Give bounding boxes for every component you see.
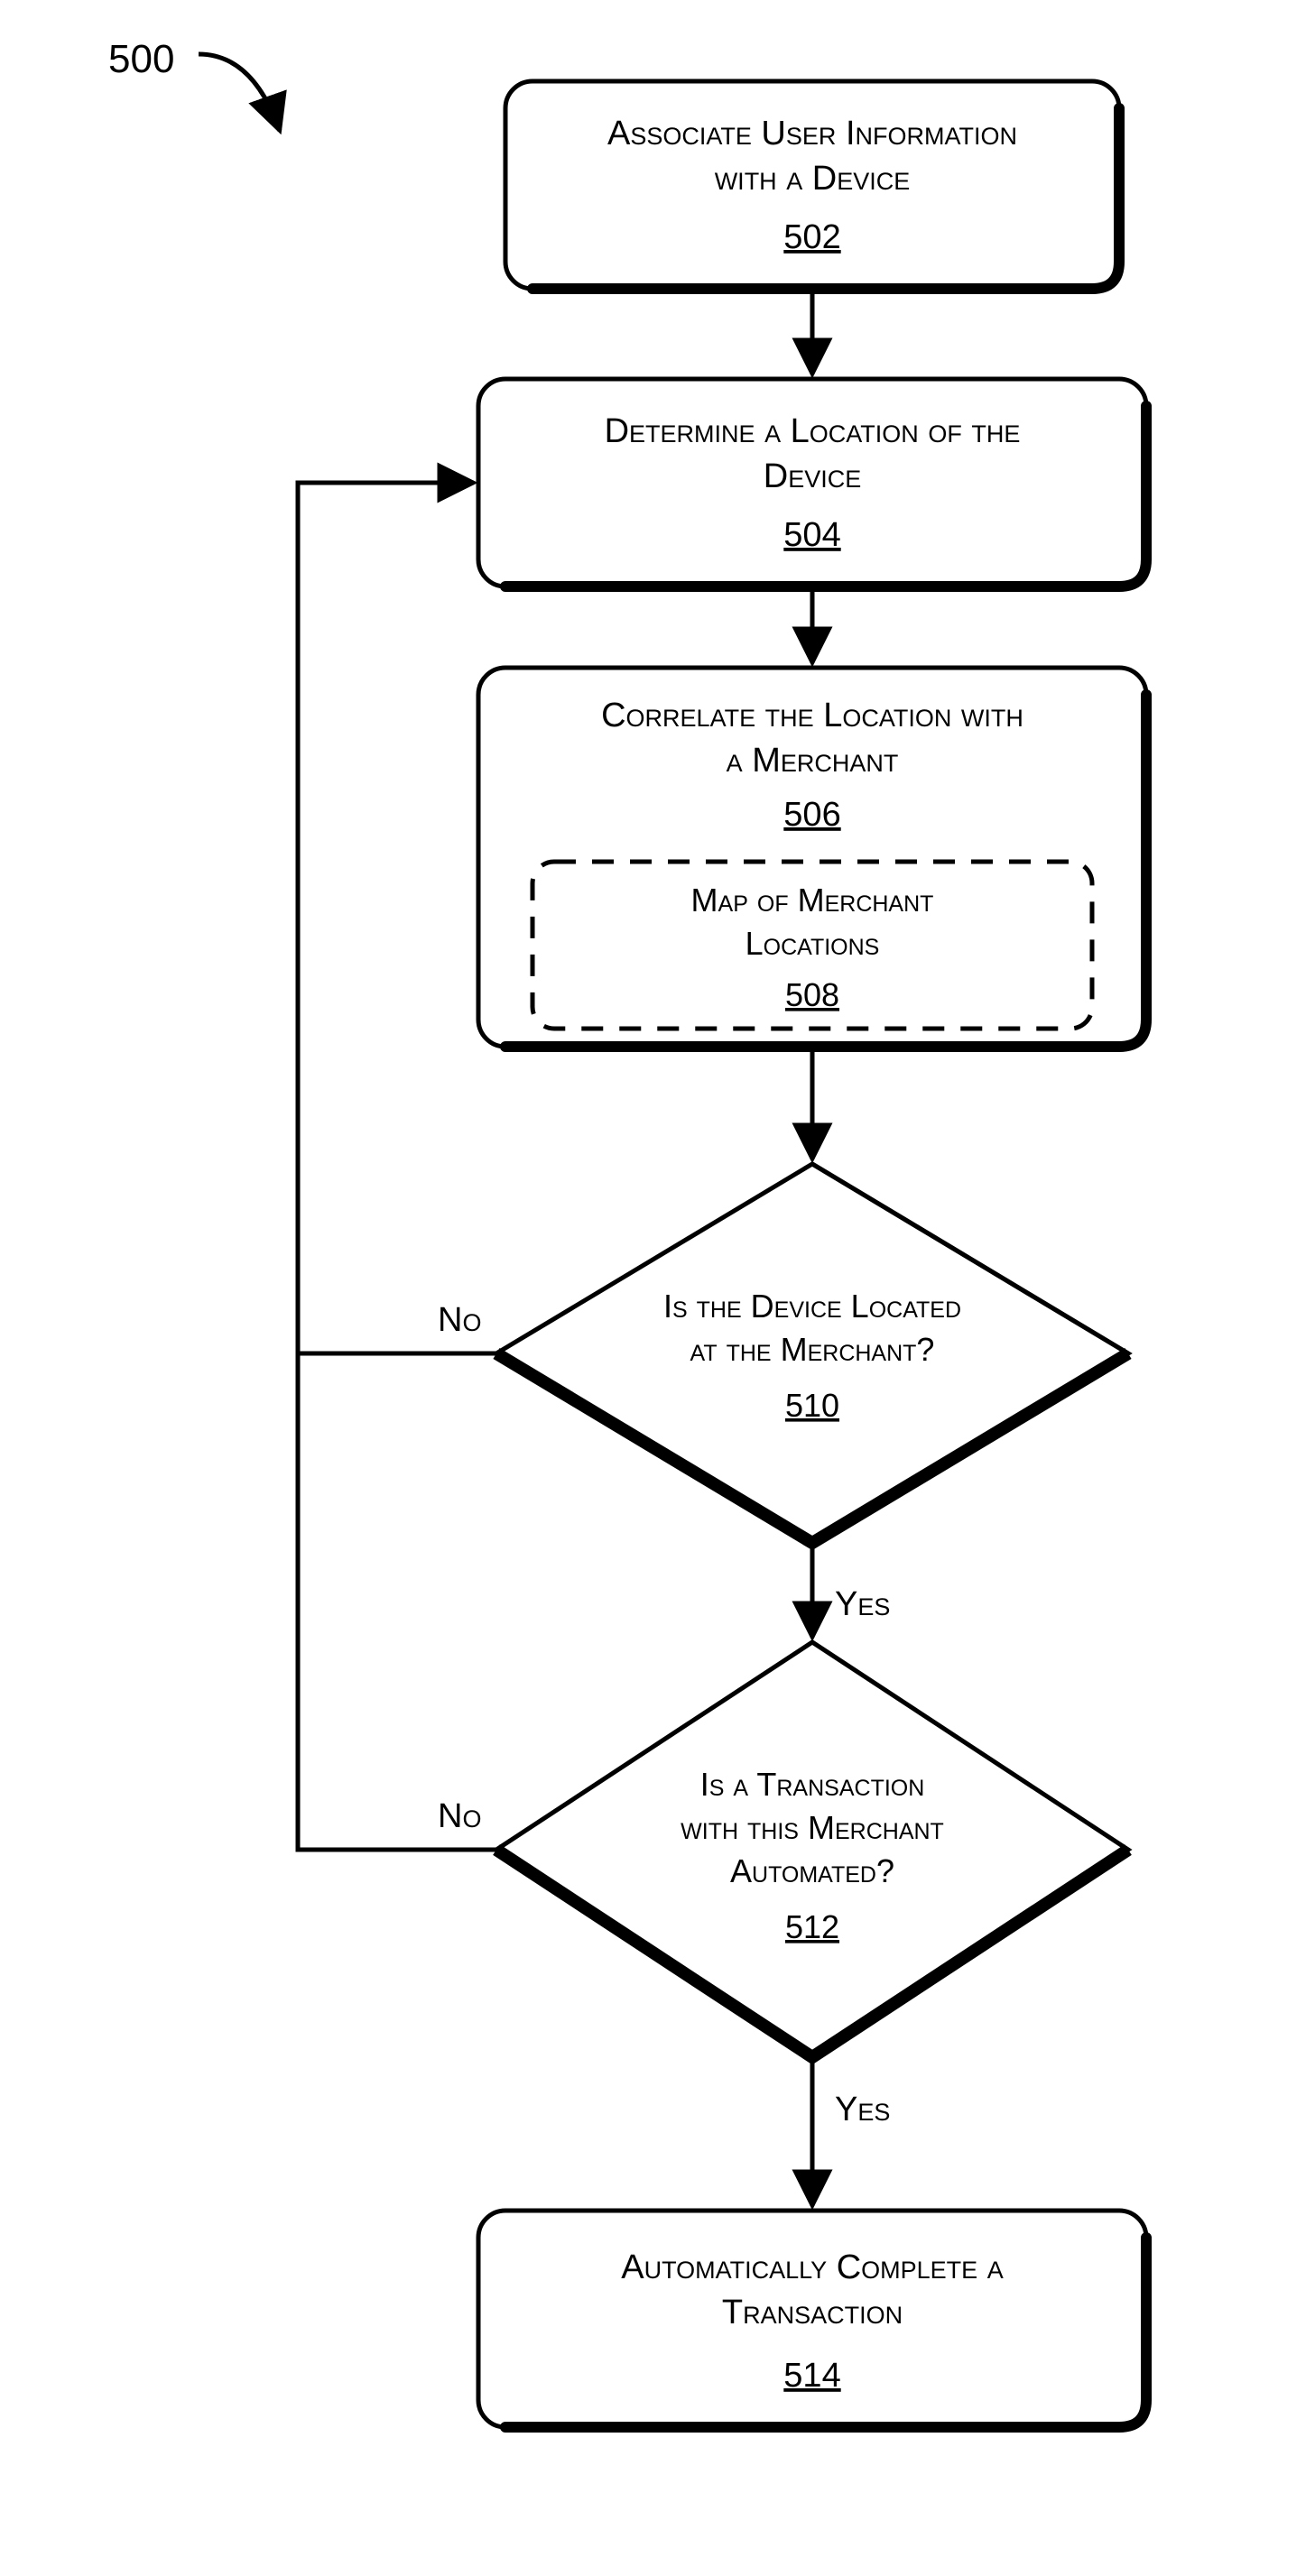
node-512: Is a Transaction with this Merchant Auto… [496,1642,1128,2057]
figure-ref-pointer [199,54,280,131]
node-512-line3: Automated? [730,1852,894,1889]
node-506-ref: 506 [783,796,840,834]
node-512-line2: with this Merchant [681,1809,944,1846]
edge-512-yes-label: Yes [835,2091,890,2128]
edge-510-yes-label: Yes [835,1585,890,1623]
node-506: Correlate the Location with a Merchant 5… [478,668,1146,1047]
edge-510-no [298,483,496,1353]
node-510-ref: 510 [785,1387,839,1424]
node-510-line2: at the Merchant? [690,1331,935,1368]
flowchart: 500 Associate User Information with a De… [0,0,1315,2576]
node-504-line1: Determine a Location of the [605,412,1021,450]
node-512-line1: Is a Transaction [700,1766,925,1803]
node-508-ref: 508 [785,976,839,1013]
node-514-line1: Automatically Complete a [621,2248,1003,2286]
node-514: Automatically Complete a Transaction 514 [478,2211,1146,2427]
edge-510-no-label: No [438,1301,481,1339]
node-502: Associate User Information with a Device… [505,81,1119,289]
node-506-line2: a Merchant [727,742,899,780]
node-502-line2: with a Device [715,160,911,198]
node-514-ref: 514 [783,2357,840,2395]
node-504-line2: Device [764,457,861,495]
node-504: Determine a Location of the Device 504 [478,379,1146,586]
node-502-line1: Associate User Information [607,115,1017,152]
node-506-line1: Correlate the Location with [601,697,1023,734]
edge-512-no [298,1353,496,1850]
node-510-line1: Is the Device Located [663,1288,961,1325]
node-514-line2: Transaction [722,2294,903,2331]
node-510: Is the Device Located at the Merchant? 5… [496,1164,1128,1543]
edge-512-no-label: No [438,1797,481,1835]
node-502-ref: 502 [783,218,840,256]
node-508-line1: Map of Merchant [691,882,934,919]
node-508-line2: Locations [745,925,880,962]
figure-ref-label: 500 [108,37,174,81]
node-504-ref: 504 [783,516,840,554]
node-512-ref: 512 [785,1908,839,1945]
